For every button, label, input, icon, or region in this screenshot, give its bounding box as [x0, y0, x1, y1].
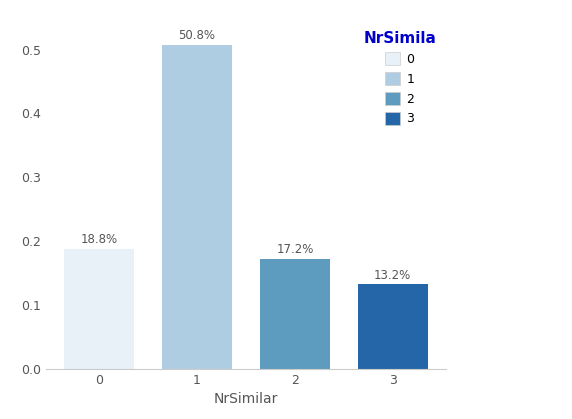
Bar [260, 259, 330, 369]
Text: 17.2%: 17.2% [276, 243, 313, 256]
Text: 13.2%: 13.2% [374, 269, 411, 282]
Bar [358, 285, 428, 369]
X-axis label: NrSimilar: NrSimilar [214, 392, 278, 406]
Bar [162, 44, 232, 369]
Text: 18.8%: 18.8% [81, 233, 118, 246]
Text: 50.8%: 50.8% [178, 29, 216, 42]
Legend: 0, 1, 2, 3: 0, 1, 2, 3 [360, 27, 440, 129]
Bar [64, 249, 134, 369]
